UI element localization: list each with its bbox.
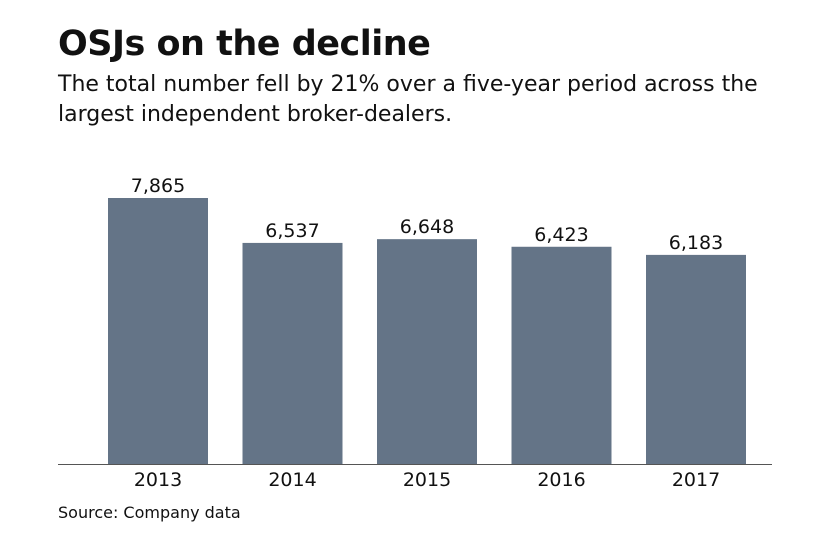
x-tick-label-2016: 2016	[537, 469, 585, 491]
x-tick-label-2015: 2015	[403, 469, 451, 491]
bar-2016	[511, 246, 612, 464]
value-label-2016: 6,423	[534, 224, 588, 246]
x-tick-label-2017: 2017	[672, 469, 720, 491]
x-tick-label-2013: 2013	[134, 469, 182, 491]
value-label-2015: 6,648	[400, 216, 454, 238]
value-label-2013: 7,865	[131, 175, 185, 197]
bar-2013	[108, 198, 208, 464]
value-label-2014: 6,537	[265, 220, 319, 242]
x-tick-label-2014: 2014	[268, 469, 316, 491]
value-labels-group: 7,865 6,537 6,648 6,423 6,183	[131, 175, 723, 254]
bar-2014	[242, 242, 343, 464]
value-label-2017: 6,183	[669, 232, 723, 254]
source-note: Source: Company data	[58, 503, 241, 522]
x-tick-labels-group: 2013 2014 2015 2016 2017	[134, 469, 720, 491]
bar-2015	[377, 239, 477, 464]
bar-2017	[646, 254, 746, 464]
chart-subtitle: The total number fell by 21% over a five…	[58, 72, 758, 127]
chart-title: OSJs on the decline	[58, 24, 431, 64]
bars-group	[108, 198, 746, 464]
